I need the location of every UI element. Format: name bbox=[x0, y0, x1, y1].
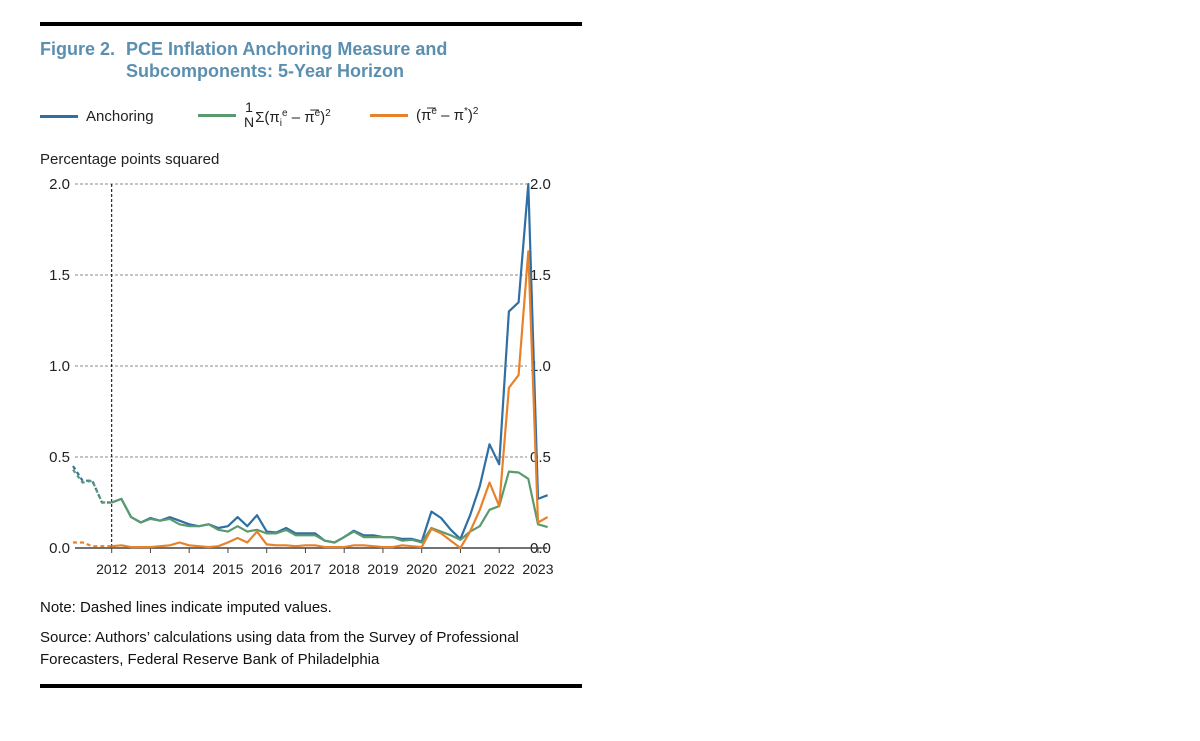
formula-sup: e bbox=[314, 107, 321, 119]
formula-part: ) bbox=[467, 107, 473, 124]
figure-number: Figure 2. bbox=[40, 39, 116, 59]
formula-sup: 2 bbox=[472, 106, 479, 117]
legend-item-deviation: (π̅e – π*)2 bbox=[370, 106, 478, 124]
legend-swatch bbox=[370, 113, 408, 117]
x-tick-label: 2016 bbox=[251, 561, 282, 577]
formula-part: ) bbox=[320, 108, 326, 126]
note-text: Note: Dashed lines indicate imputed valu… bbox=[40, 599, 332, 616]
formula-sub: i bbox=[279, 117, 282, 129]
x-tick-label: 2023 bbox=[522, 561, 553, 577]
legend-label: Σ(πie – π̅e)2 bbox=[255, 108, 331, 129]
series-0-imputed-line bbox=[72, 465, 112, 504]
series-2-line bbox=[111, 250, 549, 550]
x-tick-label: 2022 bbox=[484, 561, 515, 577]
x-tick-label: 2013 bbox=[135, 561, 166, 577]
y-axis-label: Percentage points squared bbox=[40, 151, 220, 168]
legend-label: Anchoring bbox=[86, 108, 154, 125]
x-tick-label: 2014 bbox=[174, 561, 205, 577]
x-tick-label: 2015 bbox=[212, 561, 243, 577]
series-0-line bbox=[111, 182, 548, 544]
bottom-rule bbox=[40, 684, 582, 688]
y-tick-label-left: 0.5 bbox=[49, 449, 70, 466]
series-1-line bbox=[111, 470, 548, 544]
y-tick-label-left: 0.0 bbox=[49, 540, 70, 557]
legend-swatch bbox=[40, 115, 78, 118]
y-tick-label-right: 1.5 bbox=[530, 267, 551, 284]
formula-part: Σ(π bbox=[255, 108, 280, 126]
legend-label: (π̅e – π*)2 bbox=[416, 106, 478, 124]
legend-item-anchoring: Anchoring bbox=[40, 108, 154, 125]
y-tick-label-left: 2.0 bbox=[49, 176, 70, 193]
x-tick-label: 2020 bbox=[406, 561, 437, 577]
y-tick-label-right: 2.0 bbox=[530, 176, 551, 193]
y-tick-label-left: 1.5 bbox=[49, 267, 70, 284]
x-tick-label: 2018 bbox=[329, 561, 360, 577]
title-line-2: Subcomponents: 5-Year Horizon bbox=[126, 61, 405, 81]
legend-swatch bbox=[198, 113, 236, 117]
x-tick-label: 2012 bbox=[96, 561, 127, 577]
y-tick-label-right: 1.0 bbox=[530, 358, 551, 375]
x-tick-label: 2017 bbox=[290, 561, 321, 577]
series-1-imputed-line bbox=[72, 469, 112, 504]
formula-part: (π̅ bbox=[416, 107, 432, 124]
formula-sup: * bbox=[463, 106, 468, 117]
numerator: 1 bbox=[245, 99, 253, 115]
y-tick-label-right: 0.5 bbox=[530, 449, 551, 466]
denominator: N bbox=[244, 114, 255, 130]
top-rule bbox=[40, 22, 582, 26]
formula-sup: 2 bbox=[325, 107, 331, 119]
x-tick-label: 2019 bbox=[367, 561, 398, 577]
y-tick-label-left: 1.0 bbox=[49, 358, 70, 375]
formula-sup: e bbox=[281, 107, 288, 119]
x-tick-label: 2021 bbox=[445, 561, 476, 577]
formula-sup: e bbox=[431, 106, 437, 117]
source-text: Source: Authors’ calculations using data… bbox=[40, 629, 519, 668]
series-2-imputed-line bbox=[73, 541, 112, 548]
formula-part: – π̅ bbox=[287, 108, 315, 126]
title-line-1: PCE Inflation Anchoring Measure and bbox=[126, 39, 448, 59]
formula-part: – π bbox=[436, 107, 464, 124]
figure-title: Figure 2. PCE Inflation Anchoring Measure… bbox=[40, 38, 447, 82]
